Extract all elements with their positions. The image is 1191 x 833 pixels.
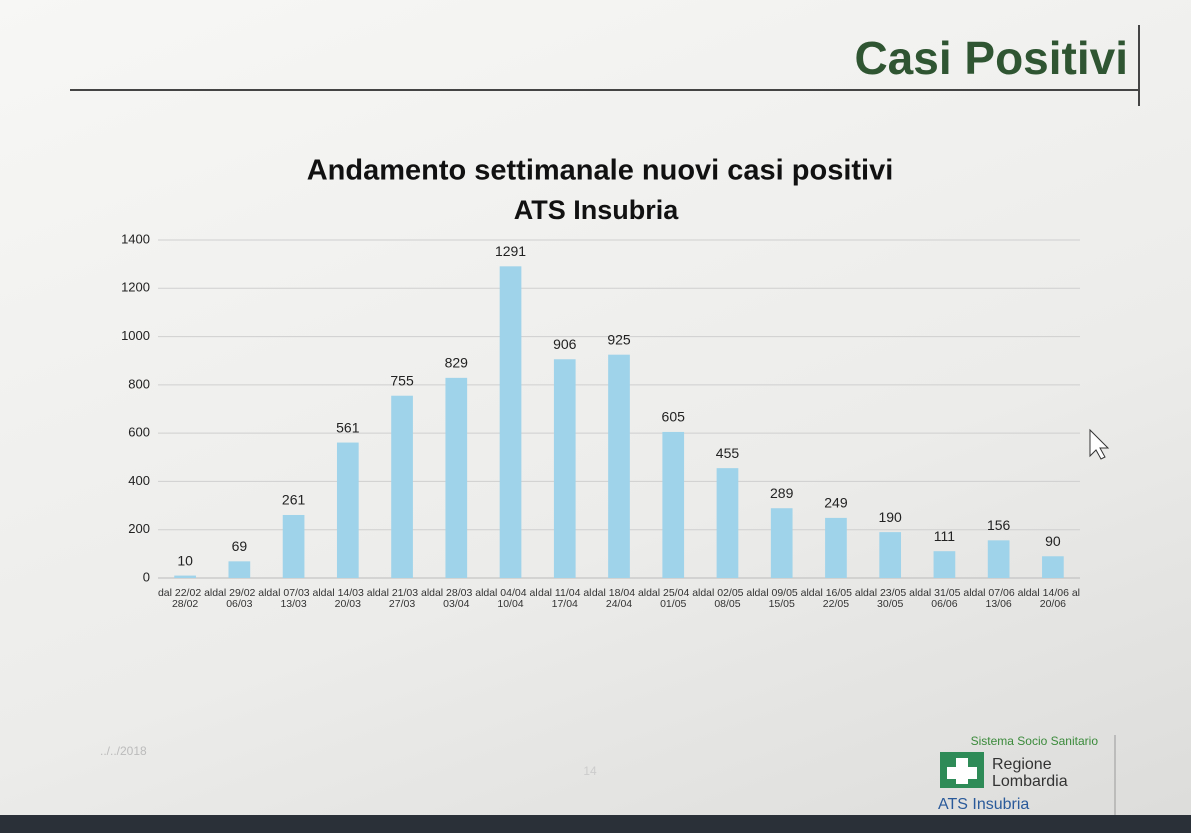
data-label: 190: [878, 509, 902, 525]
footer-system: Sistema Socio Sanitario: [971, 734, 1099, 748]
bar: [553, 359, 576, 578]
data-label: 289: [770, 485, 794, 501]
x-tick-label: dal 22/02 al 28/02: [157, 587, 213, 610]
bar: [770, 508, 793, 578]
slide-date: ../../2018: [100, 744, 147, 758]
data-label: 1291: [495, 243, 526, 259]
logo-cross: [947, 758, 977, 784]
bar: [499, 266, 522, 578]
y-tick-label: 400: [128, 473, 150, 488]
x-tick-label: dal 25/04 al 01/05: [646, 587, 701, 610]
bar: [933, 551, 956, 578]
x-tick-label: dal 29/02 al 06/03: [212, 587, 267, 610]
y-tick-label: 800: [128, 376, 150, 391]
bar: [391, 395, 413, 578]
data-label: 90: [1045, 533, 1061, 549]
y-tick-label: 1400: [121, 231, 150, 246]
x-tick-label: dal 09/05 al 15/05: [754, 587, 809, 610]
data-label: 925: [607, 331, 631, 347]
x-tick-label: dal 23/05 al 30/05: [863, 587, 918, 610]
x-tick-label: dal 31/05 al 06/06: [917, 587, 972, 610]
slide-title: Casi Positivi: [854, 32, 1128, 84]
x-tick-label: dal 07/06 al 13/06: [971, 587, 1026, 610]
data-label: 906: [553, 336, 577, 352]
x-tick-label: dal 11/04 al 17/04: [537, 587, 592, 610]
x-tick-label: dal 16/05 al 22/05: [808, 587, 864, 610]
data-label: 455: [716, 445, 740, 461]
x-tick-label: dal 14/03 al 20/03: [320, 587, 375, 610]
y-tick-label: 1000: [121, 328, 150, 343]
data-label: 605: [662, 409, 686, 425]
data-label: 69: [232, 538, 248, 554]
y-tick-label: 600: [128, 425, 150, 440]
bar: [282, 514, 305, 578]
chart-subtitle: ATS Insubria: [514, 195, 680, 225]
mouse-cursor: [1089, 428, 1110, 460]
x-tick-label: dal 18/04 al 24/04: [591, 587, 647, 610]
bar: [445, 377, 468, 578]
data-label: 10: [177, 552, 193, 568]
y-tick-label: 1200: [121, 280, 150, 295]
bar: [662, 431, 685, 578]
bar: [879, 532, 902, 578]
bar: [825, 517, 847, 578]
x-tick-label: dal 28/03 al 03/04: [429, 587, 484, 610]
page-number: 14: [583, 764, 597, 778]
screen-bezel: [0, 815, 1191, 833]
data-label: 249: [824, 495, 848, 511]
bar: [987, 540, 1010, 578]
x-tick-label: dal 02/05 al 08/05: [700, 587, 755, 610]
data-label: 829: [445, 355, 469, 371]
bar: [1042, 556, 1064, 578]
y-tick-label: 0: [143, 569, 150, 584]
data-label: 156: [987, 517, 1011, 533]
data-label: 561: [336, 419, 360, 435]
chart-title: Andamento settimanale nuovi casi positiv…: [307, 155, 894, 187]
bar: [608, 354, 630, 578]
data-label: 111: [934, 528, 955, 544]
bar: [228, 561, 251, 578]
bar: [716, 468, 739, 578]
bar: [336, 442, 359, 578]
y-tick-label: 200: [128, 521, 150, 536]
x-tick-label: dal 21/03 al 27/03: [374, 587, 430, 610]
footer-region2: Lombardia: [992, 773, 1068, 790]
bar: [174, 575, 196, 578]
data-label: 261: [282, 492, 306, 508]
data-label: 755: [390, 372, 414, 388]
x-tick-label: dal 07/03 al 13/03: [266, 587, 321, 610]
footer-region: Regione: [992, 756, 1052, 773]
x-tick-label: dal 14/06 al 20/06: [1025, 587, 1081, 610]
x-tick-label: dal 04/04 al 10/04: [483, 587, 538, 610]
footer-agency: ATS Insubria: [938, 796, 1029, 813]
